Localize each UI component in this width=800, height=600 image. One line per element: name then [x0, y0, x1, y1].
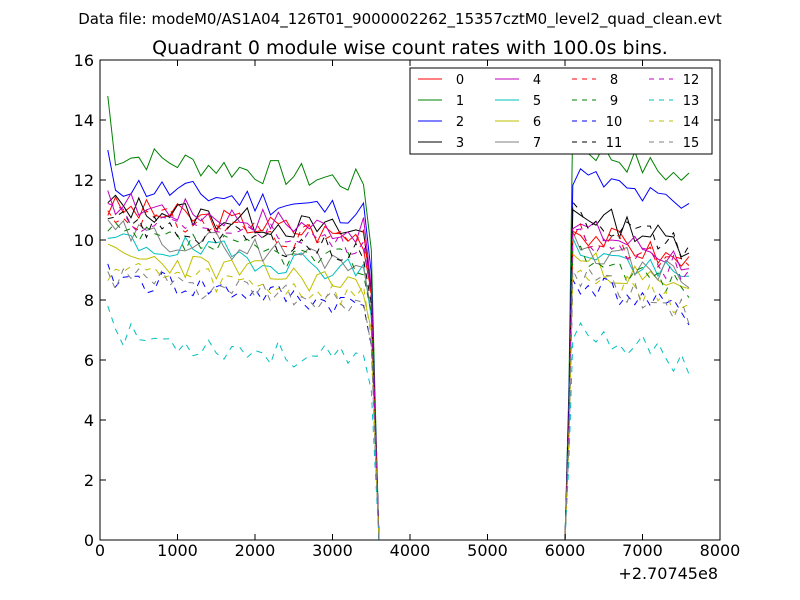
x-tick-label: 0	[95, 541, 105, 560]
legend-label-6: 6	[533, 115, 541, 130]
legend-box	[409, 67, 713, 155]
legend-label-11: 11	[606, 136, 623, 151]
series-line-12	[107, 203, 690, 541]
x-offset-label: +2.70745e8	[618, 564, 718, 583]
legend-label-12: 12	[683, 73, 700, 88]
legend-label-15: 15	[683, 136, 700, 151]
x-tick-label: 4000	[390, 541, 431, 560]
series-line-10	[107, 263, 690, 541]
y-tick-label: 10	[74, 231, 94, 250]
series-line-14	[107, 262, 690, 541]
series-line-15	[107, 267, 690, 541]
legend-label-9: 9	[610, 94, 618, 109]
legend-label-7: 7	[533, 136, 541, 151]
legend-label-13: 13	[683, 94, 700, 109]
x-tick-label: 3000	[312, 541, 353, 560]
legend-label-14: 14	[683, 115, 700, 130]
series-line-13	[107, 305, 690, 541]
x-axis: 0 1000 2000 3000 4000 5000 6000 7000 8000	[95, 60, 740, 560]
y-tick-label: 12	[74, 171, 94, 190]
plot-lines	[107, 95, 690, 541]
series-line-4	[107, 190, 690, 541]
series-line-0	[107, 195, 690, 541]
suptitle: Data file: modeM0/AS1A04_126T01_90000022…	[78, 10, 722, 29]
x-tick-label: 6000	[545, 541, 586, 560]
legend-label-1: 1	[456, 94, 464, 109]
series-line-1	[107, 95, 690, 541]
x-tick-label: 7000	[622, 541, 663, 560]
series-line-2	[107, 149, 690, 541]
x-tick-label: 5000	[467, 541, 508, 560]
y-tick-label: 4	[84, 411, 94, 430]
y-tick-label: 8	[84, 291, 94, 310]
legend-label-0: 0	[456, 73, 464, 88]
series-line-7	[107, 219, 690, 541]
legend-label-3: 3	[456, 136, 464, 151]
x-tick-label: 1000	[157, 541, 198, 560]
x-tick-label: 8000	[700, 541, 741, 560]
chart-title: Quadrant 0 module wise count rates with …	[152, 37, 668, 59]
y-tick-label: 6	[84, 351, 94, 370]
y-tick-label: 2	[84, 471, 94, 490]
series-line-8	[107, 207, 690, 541]
series-line-5	[107, 233, 690, 541]
y-tick-label: 0	[84, 531, 94, 550]
x-tick-label: 2000	[235, 541, 276, 560]
legend-label-10: 10	[606, 115, 623, 130]
legend-label-5: 5	[533, 94, 541, 109]
series-line-6	[107, 243, 690, 541]
series-line-11	[107, 200, 690, 541]
series-line-3	[107, 194, 690, 541]
y-tick-label: 16	[74, 51, 94, 70]
legend-label-2: 2	[456, 115, 464, 130]
legend-label-8: 8	[610, 73, 618, 88]
y-tick-label: 14	[74, 111, 94, 130]
legend-label-4: 4	[533, 73, 541, 88]
